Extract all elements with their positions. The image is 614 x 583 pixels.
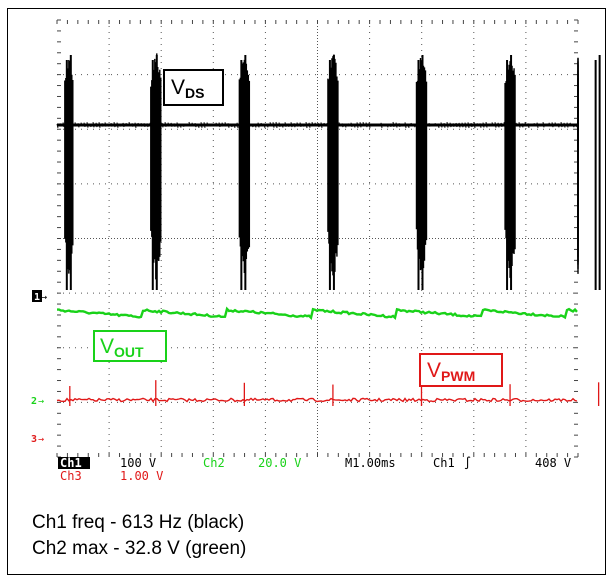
caption-line-1: Ch1 freq - 613 Hz (black) xyxy=(32,512,245,533)
figure-frame xyxy=(7,8,606,575)
caption: Ch1 freq - 613 Hz (black) Ch2 max - 32.8… xyxy=(32,510,246,562)
vout-label: VOUT xyxy=(93,330,167,362)
vds-label: VDS xyxy=(163,69,224,106)
caption-line-2: Ch2 max - 32.8 V (green) xyxy=(32,538,247,559)
vpwm-label: VPWM xyxy=(419,353,503,387)
